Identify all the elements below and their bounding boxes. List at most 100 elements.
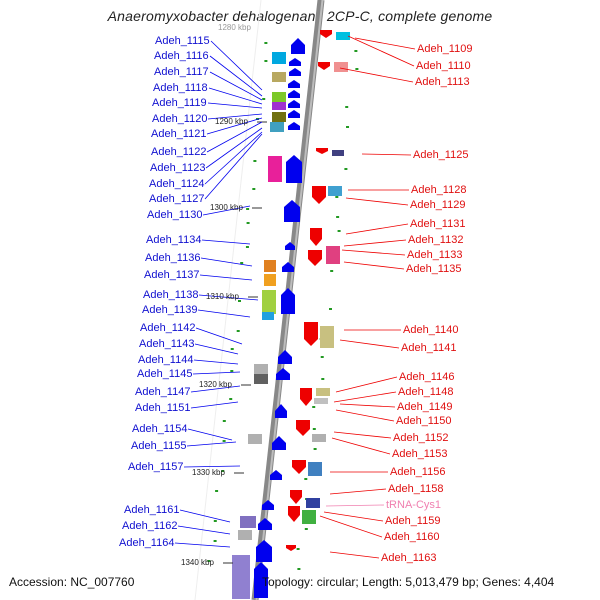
label-leader-line [325,504,385,507]
label-leader-line [333,391,397,403]
gene-label-adeh_1128[interactable]: Adeh_1128 [411,184,467,196]
gene-label-adeh_1149[interactable]: Adeh_1149 [397,401,453,413]
label-leader-line [206,117,263,135]
gene-label-adeh_1133[interactable]: Adeh_1133 [407,249,463,261]
gene-label-trna-cys1[interactable]: tRNA-Cys1 [386,499,442,511]
track-tick-mark [221,470,225,472]
label-leader-line [206,121,263,153]
gene-label-adeh_1156[interactable]: Adeh_1156 [390,466,446,478]
label-leader-line [193,359,239,365]
gene-label-adeh_1141[interactable]: Adeh_1141 [401,342,457,354]
gene-label-adeh_1151[interactable]: Adeh_1151 [135,402,191,414]
gene-label-adeh_1129[interactable]: Adeh_1129 [410,199,466,211]
track-tick-mark [264,60,268,62]
track-tick-mark [222,440,226,442]
gene-label-adeh_1119[interactable]: Adeh_1119 [152,97,207,109]
gene-label-adeh_1144[interactable]: Adeh_1144 [138,354,194,366]
gene-label-adeh_1157[interactable]: Adeh_1157 [128,461,184,473]
gene-label-adeh_1131[interactable]: Adeh_1131 [410,218,466,230]
gene-label-adeh_1159[interactable]: Adeh_1159 [385,515,441,527]
label-leader-line [345,197,409,206]
gene-label-adeh_1145[interactable]: Adeh_1145 [137,368,193,380]
gene-label-adeh_1138[interactable]: Adeh_1138 [143,289,199,301]
gene-feature-block [272,72,286,82]
gene-label-adeh_1130[interactable]: Adeh_1130 [147,209,203,221]
gene-label-adeh_1110[interactable]: Adeh_1110 [416,60,471,72]
gene-label-adeh_1163[interactable]: Adeh_1163 [381,552,437,564]
label-leader-line [179,509,231,523]
gene-label-adeh_1137[interactable]: Adeh_1137 [144,269,200,281]
gene-label-adeh_1164[interactable]: Adeh_1164 [119,537,175,549]
gene-label-adeh_1158[interactable]: Adeh_1158 [388,483,444,495]
label-leader-line [197,309,251,318]
label-leader-line [192,371,241,375]
label-leader-line [199,274,253,281]
gene-label-adeh_1118[interactable]: Adeh_1118 [153,82,208,94]
gene-label-adeh_1155[interactable]: Adeh_1155 [131,440,187,452]
label-leader-line [204,133,263,200]
forward-gene-arrow [286,155,302,183]
accession-label: Accession: NC_007760 [9,575,135,589]
gene-label-adeh_1150[interactable]: Adeh_1150 [396,415,452,427]
gene-label-adeh_1134[interactable]: Adeh_1134 [146,234,202,246]
label-leader-line [174,542,231,548]
gene-label-adeh_1162[interactable]: Adeh_1162 [122,520,178,532]
scale-label: 1320 kbp [199,380,232,389]
gene-label-adeh_1160[interactable]: Adeh_1160 [384,531,440,543]
track-tick-mark [321,378,325,380]
label-leader-line [204,131,263,185]
track-tick-mark [304,478,308,480]
gene-label-adeh_1123[interactable]: Adeh_1123 [150,162,206,174]
gene-label-adeh_1161[interactable]: Adeh_1161 [124,504,180,516]
reverse-gene-arrow [292,460,306,474]
track-tick-mark [213,520,217,522]
label-leader-line [333,431,392,439]
gene-label-adeh_1153[interactable]: Adeh_1153 [392,448,448,460]
label-leader-line [183,465,241,468]
gene-label-adeh_1148[interactable]: Adeh_1148 [398,386,454,398]
gene-feature-block [272,92,286,102]
gene-label-adeh_1146[interactable]: Adeh_1146 [399,371,455,383]
gene-label-adeh_1113[interactable]: Adeh_1113 [415,76,470,88]
gene-feature-block [232,555,250,599]
track-tick-mark [229,398,233,400]
track-tick-mark [330,270,334,272]
label-leader-line [209,55,263,97]
gene-label-adeh_1154[interactable]: Adeh_1154 [132,423,188,435]
gene-label-adeh_1132[interactable]: Adeh_1132 [408,234,464,246]
gene-label-adeh_1143[interactable]: Adeh_1143 [139,338,195,350]
gene-label-adeh_1147[interactable]: Adeh_1147 [135,386,191,398]
gene-label-adeh_1124[interactable]: Adeh_1124 [149,178,205,190]
track-tick-mark [215,490,219,492]
gene-label-adeh_1125[interactable]: Adeh_1125 [413,149,469,161]
gene-label-adeh_1139[interactable]: Adeh_1139 [142,304,198,316]
gene-label-adeh_1142[interactable]: Adeh_1142 [140,322,196,334]
label-leader-line [208,87,263,105]
gene-feature-block [264,274,276,286]
label-leader-line [339,339,400,349]
track-tick-mark [262,98,266,100]
gene-label-adeh_1135[interactable]: Adeh_1135 [406,263,462,275]
label-leader-line [207,113,263,120]
gene-label-adeh_1127[interactable]: Adeh_1127 [149,193,205,205]
gene-feature-block [272,102,286,110]
gene-label-adeh_1120[interactable]: Adeh_1120 [152,113,208,125]
gene-label-adeh_1152[interactable]: Adeh_1152 [393,432,449,444]
gene-label-adeh_1122[interactable]: Adeh_1122 [151,146,207,158]
label-leader-line [341,249,406,256]
gene-label-adeh_1117[interactable]: Adeh_1117 [154,66,209,78]
gene-feature-block [334,62,348,72]
gene-label-adeh_1116[interactable]: Adeh_1116 [154,50,209,62]
gene-label-adeh_1109[interactable]: Adeh_1109 [417,43,473,55]
gene-label-adeh_1136[interactable]: Adeh_1136 [145,252,201,264]
track-tick-mark [335,196,339,198]
gene-label-adeh_1140[interactable]: Adeh_1140 [403,324,459,336]
reverse-gene-arrow [310,228,322,246]
gene-label-adeh_1121[interactable]: Adeh_1121 [151,128,207,140]
track-tick-mark [246,222,250,224]
track-tick-mark [230,370,234,372]
forward-gene-arrow [288,80,300,88]
reverse-gene-arrow [308,250,322,266]
gene-label-adeh_1115[interactable]: Adeh_1115 [155,35,210,47]
label-leader-line [335,409,395,422]
